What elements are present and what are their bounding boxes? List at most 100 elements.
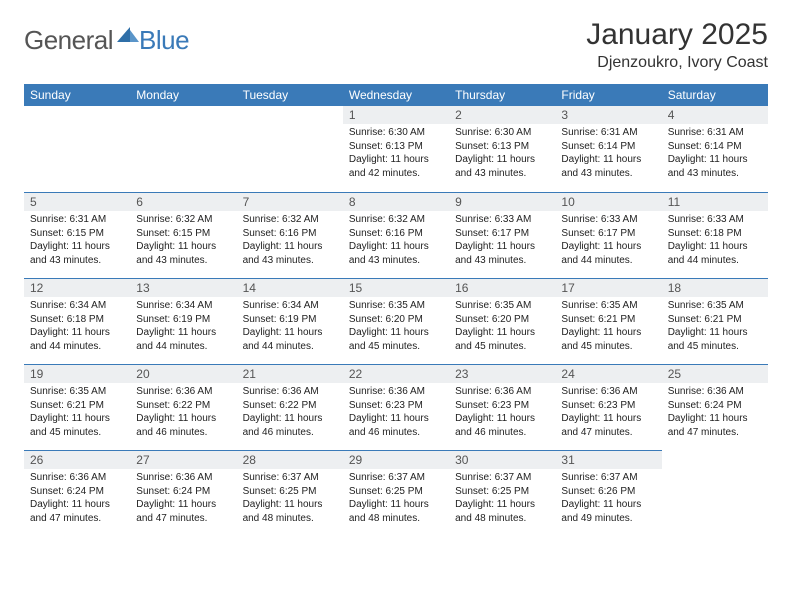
calendar-week-row: 12Sunrise: 6:34 AMSunset: 6:18 PMDayligh… <box>24 278 768 364</box>
calendar-header-row: SundayMondayTuesdayWednesdayThursdayFrid… <box>24 84 768 106</box>
weekday-header: Friday <box>555 84 661 106</box>
weekday-header: Saturday <box>662 84 768 106</box>
calendar-cell: 29Sunrise: 6:37 AMSunset: 6:25 PMDayligh… <box>343 450 449 536</box>
calendar-cell <box>130 106 236 192</box>
day-cell: 28Sunrise: 6:37 AMSunset: 6:25 PMDayligh… <box>237 450 343 536</box>
day-details: Sunrise: 6:37 AMSunset: 6:26 PMDaylight:… <box>555 469 661 531</box>
calendar-cell: 13Sunrise: 6:34 AMSunset: 6:19 PMDayligh… <box>130 278 236 364</box>
day-details: Sunrise: 6:32 AMSunset: 6:16 PMDaylight:… <box>237 211 343 273</box>
day-number: 2 <box>449 106 555 124</box>
day-cell: 23Sunrise: 6:36 AMSunset: 6:23 PMDayligh… <box>449 364 555 450</box>
calendar-cell: 15Sunrise: 6:35 AMSunset: 6:20 PMDayligh… <box>343 278 449 364</box>
calendar-cell: 23Sunrise: 6:36 AMSunset: 6:23 PMDayligh… <box>449 364 555 450</box>
weekday-header: Monday <box>130 84 236 106</box>
day-details: Sunrise: 6:34 AMSunset: 6:19 PMDaylight:… <box>130 297 236 359</box>
day-cell: 29Sunrise: 6:37 AMSunset: 6:25 PMDayligh… <box>343 450 449 536</box>
day-cell: 12Sunrise: 6:34 AMSunset: 6:18 PMDayligh… <box>24 278 130 364</box>
day-details: Sunrise: 6:36 AMSunset: 6:23 PMDaylight:… <box>343 383 449 445</box>
calendar-cell: 26Sunrise: 6:36 AMSunset: 6:24 PMDayligh… <box>24 450 130 536</box>
calendar-cell: 4Sunrise: 6:31 AMSunset: 6:14 PMDaylight… <box>662 106 768 192</box>
day-cell: 7Sunrise: 6:32 AMSunset: 6:16 PMDaylight… <box>237 192 343 278</box>
day-cell: 11Sunrise: 6:33 AMSunset: 6:18 PMDayligh… <box>662 192 768 278</box>
day-cell: 25Sunrise: 6:36 AMSunset: 6:24 PMDayligh… <box>662 364 768 450</box>
calendar-cell: 22Sunrise: 6:36 AMSunset: 6:23 PMDayligh… <box>343 364 449 450</box>
empty-cell <box>24 106 130 192</box>
calendar-cell: 8Sunrise: 6:32 AMSunset: 6:16 PMDaylight… <box>343 192 449 278</box>
calendar-cell: 11Sunrise: 6:33 AMSunset: 6:18 PMDayligh… <box>662 192 768 278</box>
day-number: 12 <box>24 278 130 297</box>
day-number: 6 <box>130 192 236 211</box>
day-details: Sunrise: 6:36 AMSunset: 6:23 PMDaylight:… <box>555 383 661 445</box>
day-details: Sunrise: 6:30 AMSunset: 6:13 PMDaylight:… <box>343 124 449 186</box>
calendar-cell: 28Sunrise: 6:37 AMSunset: 6:25 PMDayligh… <box>237 450 343 536</box>
day-number: 30 <box>449 450 555 469</box>
day-details: Sunrise: 6:30 AMSunset: 6:13 PMDaylight:… <box>449 124 555 186</box>
day-cell: 27Sunrise: 6:36 AMSunset: 6:24 PMDayligh… <box>130 450 236 536</box>
day-number: 3 <box>555 106 661 124</box>
header: General Blue January 2025 Djenzoukro, Iv… <box>24 18 768 72</box>
day-cell: 8Sunrise: 6:32 AMSunset: 6:16 PMDaylight… <box>343 192 449 278</box>
calendar-cell <box>24 106 130 192</box>
day-number: 27 <box>130 450 236 469</box>
calendar-cell: 7Sunrise: 6:32 AMSunset: 6:16 PMDaylight… <box>237 192 343 278</box>
calendar-table: SundayMondayTuesdayWednesdayThursdayFrid… <box>24 84 768 536</box>
calendar-cell: 1Sunrise: 6:30 AMSunset: 6:13 PMDaylight… <box>343 106 449 192</box>
calendar-cell: 5Sunrise: 6:31 AMSunset: 6:15 PMDaylight… <box>24 192 130 278</box>
day-cell: 20Sunrise: 6:36 AMSunset: 6:22 PMDayligh… <box>130 364 236 450</box>
logo-text-general: General <box>24 25 113 56</box>
day-details: Sunrise: 6:34 AMSunset: 6:19 PMDaylight:… <box>237 297 343 359</box>
day-details: Sunrise: 6:37 AMSunset: 6:25 PMDaylight:… <box>343 469 449 531</box>
day-cell: 14Sunrise: 6:34 AMSunset: 6:19 PMDayligh… <box>237 278 343 364</box>
day-details: Sunrise: 6:32 AMSunset: 6:16 PMDaylight:… <box>343 211 449 273</box>
day-number: 4 <box>662 106 768 124</box>
day-number: 24 <box>555 364 661 383</box>
day-details: Sunrise: 6:37 AMSunset: 6:25 PMDaylight:… <box>449 469 555 531</box>
calendar-cell: 6Sunrise: 6:32 AMSunset: 6:15 PMDaylight… <box>130 192 236 278</box>
calendar-cell: 17Sunrise: 6:35 AMSunset: 6:21 PMDayligh… <box>555 278 661 364</box>
day-details: Sunrise: 6:36 AMSunset: 6:22 PMDaylight:… <box>130 383 236 445</box>
calendar-cell: 18Sunrise: 6:35 AMSunset: 6:21 PMDayligh… <box>662 278 768 364</box>
day-number: 7 <box>237 192 343 211</box>
calendar-week-row: 5Sunrise: 6:31 AMSunset: 6:15 PMDaylight… <box>24 192 768 278</box>
empty-cell <box>130 106 236 192</box>
calendar-cell: 16Sunrise: 6:35 AMSunset: 6:20 PMDayligh… <box>449 278 555 364</box>
day-number: 21 <box>237 364 343 383</box>
day-details: Sunrise: 6:36 AMSunset: 6:23 PMDaylight:… <box>449 383 555 445</box>
day-number: 11 <box>662 192 768 211</box>
day-cell: 2Sunrise: 6:30 AMSunset: 6:13 PMDaylight… <box>449 106 555 192</box>
day-details: Sunrise: 6:31 AMSunset: 6:14 PMDaylight:… <box>662 124 768 186</box>
calendar-cell: 2Sunrise: 6:30 AMSunset: 6:13 PMDaylight… <box>449 106 555 192</box>
day-number: 18 <box>662 278 768 297</box>
day-details: Sunrise: 6:33 AMSunset: 6:18 PMDaylight:… <box>662 211 768 273</box>
day-details: Sunrise: 6:35 AMSunset: 6:21 PMDaylight:… <box>662 297 768 359</box>
day-details: Sunrise: 6:36 AMSunset: 6:24 PMDaylight:… <box>130 469 236 531</box>
title-block: January 2025 Djenzoukro, Ivory Coast <box>586 18 768 72</box>
calendar-cell: 20Sunrise: 6:36 AMSunset: 6:22 PMDayligh… <box>130 364 236 450</box>
day-number: 25 <box>662 364 768 383</box>
day-details: Sunrise: 6:35 AMSunset: 6:20 PMDaylight:… <box>343 297 449 359</box>
calendar-cell: 24Sunrise: 6:36 AMSunset: 6:23 PMDayligh… <box>555 364 661 450</box>
day-cell: 26Sunrise: 6:36 AMSunset: 6:24 PMDayligh… <box>24 450 130 536</box>
day-number: 5 <box>24 192 130 211</box>
calendar-cell: 19Sunrise: 6:35 AMSunset: 6:21 PMDayligh… <box>24 364 130 450</box>
day-details: Sunrise: 6:36 AMSunset: 6:24 PMDaylight:… <box>662 383 768 445</box>
day-cell: 3Sunrise: 6:31 AMSunset: 6:14 PMDaylight… <box>555 106 661 192</box>
calendar-week-row: 1Sunrise: 6:30 AMSunset: 6:13 PMDaylight… <box>24 106 768 192</box>
calendar-cell <box>237 106 343 192</box>
day-number: 17 <box>555 278 661 297</box>
page-title: January 2025 <box>586 18 768 52</box>
day-number: 9 <box>449 192 555 211</box>
day-cell: 6Sunrise: 6:32 AMSunset: 6:15 PMDaylight… <box>130 192 236 278</box>
day-cell: 21Sunrise: 6:36 AMSunset: 6:22 PMDayligh… <box>237 364 343 450</box>
day-number: 31 <box>555 450 661 469</box>
day-details: Sunrise: 6:36 AMSunset: 6:24 PMDaylight:… <box>24 469 130 531</box>
day-cell: 18Sunrise: 6:35 AMSunset: 6:21 PMDayligh… <box>662 278 768 364</box>
day-number: 16 <box>449 278 555 297</box>
day-details: Sunrise: 6:35 AMSunset: 6:20 PMDaylight:… <box>449 297 555 359</box>
page-subtitle: Djenzoukro, Ivory Coast <box>586 54 768 72</box>
calendar-cell: 14Sunrise: 6:34 AMSunset: 6:19 PMDayligh… <box>237 278 343 364</box>
day-cell: 19Sunrise: 6:35 AMSunset: 6:21 PMDayligh… <box>24 364 130 450</box>
day-cell: 30Sunrise: 6:37 AMSunset: 6:25 PMDayligh… <box>449 450 555 536</box>
calendar-cell: 3Sunrise: 6:31 AMSunset: 6:14 PMDaylight… <box>555 106 661 192</box>
weekday-header: Sunday <box>24 84 130 106</box>
